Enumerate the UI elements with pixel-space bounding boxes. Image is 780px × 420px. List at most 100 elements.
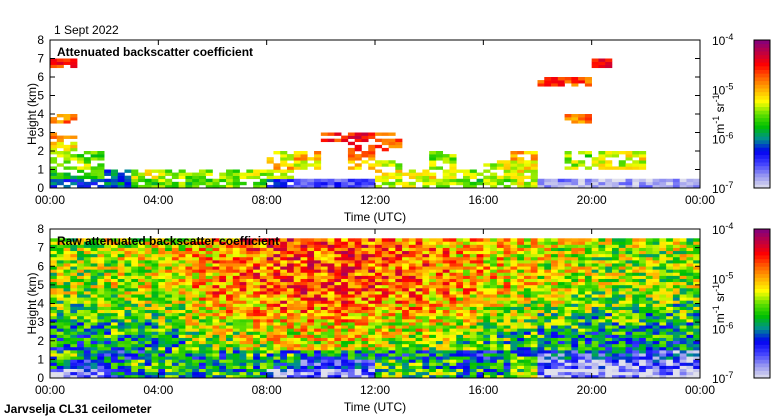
heatmap-cell xyxy=(388,315,396,320)
heatmap-cell xyxy=(334,374,342,379)
heatmap-cell xyxy=(286,334,295,338)
heatmap-cell xyxy=(510,160,518,164)
heatmap-cell xyxy=(70,284,78,289)
heatmap-cell xyxy=(591,312,599,317)
heatmap-cell xyxy=(408,244,416,248)
heatmap-cell xyxy=(611,319,620,323)
heatmap-cell xyxy=(185,306,193,310)
heatmap-cell xyxy=(672,263,680,267)
heatmap-cell xyxy=(652,312,660,317)
heatmap-cell xyxy=(618,309,626,314)
heatmap-cell xyxy=(192,241,200,245)
heatmap-cell xyxy=(645,322,653,326)
heatmap-cell xyxy=(56,144,64,149)
heatmap-cell xyxy=(259,359,267,363)
heatmap-cell xyxy=(571,281,579,286)
heatmap-cell xyxy=(659,184,667,189)
heatmap-cell xyxy=(334,238,342,242)
heatmap-cell xyxy=(591,64,599,69)
heatmap-cell xyxy=(584,114,592,118)
heatmap-cell xyxy=(104,291,112,295)
heatmap-cell xyxy=(327,337,335,342)
colorbar-frame xyxy=(753,39,771,189)
heatmap-cell xyxy=(435,291,444,295)
heatmap-cell xyxy=(666,260,674,264)
heatmap-cell xyxy=(293,346,301,351)
heatmap-cell xyxy=(402,337,410,342)
heatmap-cell xyxy=(605,160,613,164)
heatmap-cell xyxy=(435,368,444,373)
heatmap-cell xyxy=(639,319,647,323)
heatmap-cell xyxy=(334,275,342,279)
heatmap-cell xyxy=(591,178,599,183)
heatmap-cell xyxy=(83,241,91,245)
heatmap-cell xyxy=(449,266,457,270)
colorbar-swatch xyxy=(754,117,770,122)
heatmap-cell xyxy=(334,278,342,283)
heatmap-cell xyxy=(408,331,416,335)
heatmap-cell xyxy=(124,284,132,289)
heatmap-cell xyxy=(368,368,376,373)
heatmap-cell xyxy=(165,368,173,373)
heatmap-cell xyxy=(639,163,647,167)
heatmap-cell xyxy=(530,260,538,264)
heatmap-cell xyxy=(408,275,416,279)
heatmap-cell xyxy=(70,269,78,273)
heatmap-cell xyxy=(77,175,85,180)
heatmap-cell xyxy=(171,297,179,301)
heatmap-cell xyxy=(253,331,261,335)
heatmap-cell xyxy=(476,181,484,186)
heatmap-cell xyxy=(138,368,146,373)
heatmap-cell xyxy=(50,303,58,307)
heatmap-cell xyxy=(327,297,335,301)
heatmap-cell xyxy=(584,291,592,295)
heatmap-cell xyxy=(625,163,633,167)
heatmap-cell xyxy=(83,350,91,354)
heatmap-cell xyxy=(97,151,105,155)
heatmap-cell xyxy=(347,309,355,314)
heatmap-cell xyxy=(422,272,430,276)
heatmap-cell xyxy=(639,275,647,279)
heatmap-cell xyxy=(442,266,450,270)
heatmap-cell xyxy=(598,287,606,292)
heatmap-cell xyxy=(368,253,376,258)
heatmap-cell xyxy=(83,275,91,279)
heatmap-cell xyxy=(375,359,383,363)
heatmap-cell xyxy=(530,319,538,323)
heatmap-cell xyxy=(584,284,592,289)
heatmap-cell xyxy=(117,272,125,276)
heatmap-cell xyxy=(510,178,518,183)
heatmap-cell xyxy=(171,260,179,264)
heatmap-cell xyxy=(219,175,227,180)
heatmap-cell xyxy=(266,309,274,314)
heatmap-cell xyxy=(490,334,498,338)
heatmap-cell xyxy=(442,340,450,345)
heatmap-cell xyxy=(266,315,274,320)
heatmap-cell xyxy=(226,322,234,326)
heatmap-cell xyxy=(104,184,112,189)
heatmap-cell xyxy=(584,297,592,301)
heatmap-cell xyxy=(625,294,633,298)
heatmap-cell xyxy=(381,353,389,357)
heatmap-cell xyxy=(110,319,119,323)
heatmap-cell xyxy=(693,346,701,351)
heatmap-cell xyxy=(564,157,572,161)
heatmap-cell xyxy=(571,77,579,81)
heatmap-cell xyxy=(693,297,701,301)
heatmap-cell xyxy=(605,337,613,342)
heatmap-cell xyxy=(435,353,444,357)
heatmap-cell xyxy=(185,275,193,279)
heatmap-cell xyxy=(90,340,98,345)
heatmap-cell xyxy=(652,281,660,286)
heatmap-cell xyxy=(639,157,647,161)
heatmap-cell xyxy=(300,346,308,351)
heatmap-cell xyxy=(253,181,261,186)
heatmap-cell xyxy=(293,297,301,301)
heatmap-cell xyxy=(56,250,64,255)
heatmap-cell xyxy=(605,163,613,167)
heatmap-cell xyxy=(483,319,491,323)
heatmap-cell xyxy=(557,334,565,338)
heatmap-cell xyxy=(686,303,694,307)
heatmap-cell xyxy=(530,269,538,273)
heatmap-cell xyxy=(672,325,680,329)
